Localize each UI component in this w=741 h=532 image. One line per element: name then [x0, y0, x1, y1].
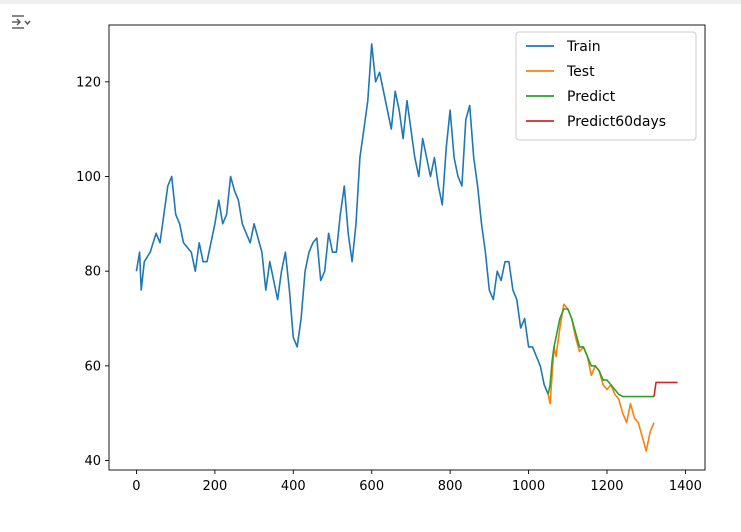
legend-label-test: Test [566, 64, 595, 80]
plot-area-frame [108, 24, 706, 471]
legend-box [515, 31, 697, 141]
x-tick-label: 1200 [590, 479, 623, 494]
x-tick-label: 1000 [512, 479, 545, 494]
legend-label-predict: Predict [567, 89, 616, 105]
series-line-train [135, 43, 549, 395]
legend: Train Test Predict Predict60days [515, 31, 697, 141]
x-tick-label: 0 [132, 479, 140, 494]
series-line-predict60days [653, 381, 678, 397]
cell-top-border [0, 0, 741, 4]
legend-label-train: Train [566, 39, 601, 55]
series-line-predict [547, 308, 654, 398]
x-tick-label: 200 [202, 479, 227, 494]
series-line-test [547, 303, 655, 452]
x-tick-label: 600 [359, 479, 384, 494]
legend-label-predict60days: Predict60days [567, 114, 666, 130]
y-tick-label: 60 [84, 359, 101, 374]
y-tick-label: 80 [84, 265, 101, 280]
x-tick-label: 400 [281, 479, 306, 494]
y-tick-label: 40 [84, 454, 101, 469]
x-tick-label: 800 [438, 479, 463, 494]
output-collapse-icon[interactable] [10, 12, 32, 32]
y-tick-label: 120 [76, 75, 101, 90]
x-tick-label: 1400 [669, 479, 702, 494]
y-tick-label: 100 [76, 170, 101, 185]
